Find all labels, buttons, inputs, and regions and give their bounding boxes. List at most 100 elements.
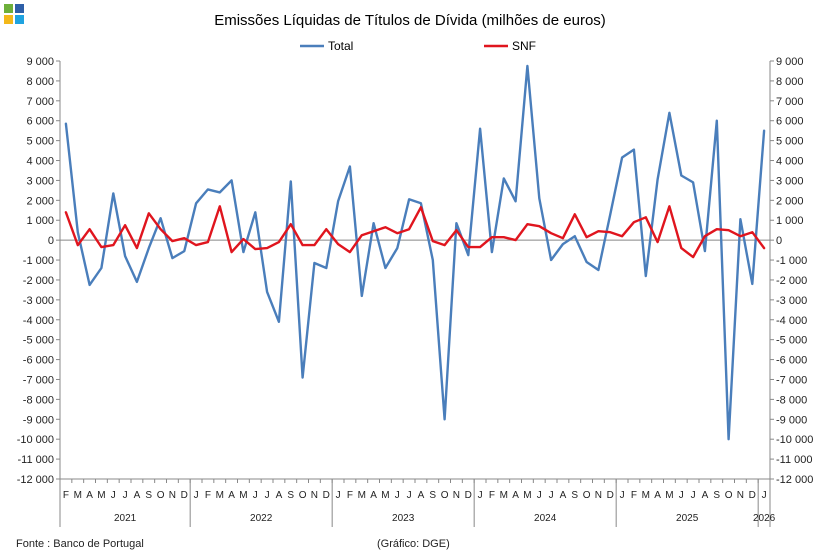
y-tick-label-right: -7 000 [776,374,807,386]
month-label: D [465,490,472,501]
month-label: J [194,490,199,501]
y-tick-label-right: 5 000 [776,136,804,148]
y-tick-label-right: -8 000 [776,394,807,406]
y-tick-label-right: -12 000 [776,474,813,486]
month-label: S [713,490,720,501]
month-label: M [97,490,105,501]
logo-square-green [4,4,13,13]
y-tick-label-right: 8 000 [776,76,804,88]
chart-title: Emissões Líquidas de Títulos de Dívida (… [214,12,606,29]
month-label: M [74,490,82,501]
month-label: J [395,490,400,501]
month-label: J [123,490,128,501]
month-label: O [441,490,449,501]
month-label: M [381,490,389,501]
y-tick-label-right: -6 000 [776,355,807,367]
y-tick-label-right: 0 [776,235,782,247]
y-tick-label-right: -5 000 [776,335,807,347]
month-label: J [478,490,483,501]
month-label: A [228,490,235,501]
month-label: F [347,490,353,501]
month-label: O [157,490,165,501]
y-tick-label-left: 2 000 [26,195,54,207]
month-label: J [620,490,625,501]
month-label: J [537,490,542,501]
legend: Total SNF [300,39,536,53]
legend-label-snf: SNF [512,39,536,53]
month-label: D [323,490,330,501]
year-label: 2024 [534,513,557,524]
y-tick-label-left: -8 000 [23,394,54,406]
y-tick-label-right: 7 000 [776,96,804,108]
y-tick-label-left: 8 000 [26,76,54,88]
month-label: N [453,490,460,501]
month-label: J [265,490,270,501]
y-tick-label-left: -9 000 [23,414,54,426]
month-label: A [512,490,519,501]
y-tick-label-left: -5 000 [23,335,54,347]
month-label: D [607,490,614,501]
axes: 9 000 9 000 8 000 8 000 7 000 7 000 6 000 6 000… [17,56,813,527]
month-label: N [595,490,602,501]
y-tick-label-left: 5 000 [26,136,54,148]
y-tick-label-right: -9 000 [776,414,807,426]
y-tick-label-left: 9 000 [26,56,54,68]
month-label: F [63,490,69,501]
month-label: A [560,490,567,501]
source-note: Fonte : Banco de Portugal [16,538,144,550]
month-label: D [181,490,188,501]
month-label: J [336,490,341,501]
month-label: N [311,490,318,501]
y-tick-label-right: 4 000 [776,156,804,168]
y-tick-label-left: 6 000 [26,116,54,128]
month-label: A [134,490,141,501]
month-label: F [205,490,211,501]
month-label: J [691,490,696,501]
y-tick-label-left: 7 000 [26,96,54,108]
year-label: 2025 [676,513,699,524]
legend-label-total: Total [328,39,353,53]
y-tick-label-left: 0 [48,235,54,247]
y-tick-label-right: -2 000 [776,275,807,287]
month-label: J [762,490,767,501]
month-label: A [654,490,661,501]
y-tick-label-left: -11 000 [18,454,55,466]
logo-square-blue [15,4,24,13]
month-label: A [276,490,283,501]
y-tick-label-right: -1 000 [776,255,807,267]
month-label: S [429,490,436,501]
y-tick-label-right: 1 000 [776,215,804,227]
month-label: S [571,490,578,501]
month-label: A [418,490,425,501]
logo [4,4,24,24]
y-tick-label-left: -1 000 [23,255,54,267]
month-label: M [239,490,247,501]
y-tick-label-left: -10 000 [17,434,54,446]
logo-square-yellow [4,15,13,24]
month-label: M [665,490,673,501]
y-tick-label-right: 6 000 [776,116,804,128]
y-tick-label-left: -4 000 [23,315,54,327]
y-tick-label-left: 4 000 [26,156,54,168]
month-label: J [407,490,412,501]
month-label: O [299,490,307,501]
month-label: F [631,490,637,501]
year-label: 2022 [250,513,273,524]
month-label: N [169,490,176,501]
y-tick-label-right: -11 000 [776,454,813,466]
year-label: 2021 [114,513,137,524]
series-group [64,64,766,441]
month-label: M [523,490,531,501]
series-line-total [64,64,766,441]
month-label: A [370,490,377,501]
y-tick-label-right: -4 000 [776,315,807,327]
month-label: O [583,490,591,501]
y-tick-label-left: -7 000 [23,374,54,386]
month-label: N [737,490,744,501]
y-tick-label-left: -12 000 [17,474,54,486]
series-line-snf [64,205,766,259]
y-tick-label-right: 9 000 [776,56,804,68]
month-label: M [500,490,508,501]
y-tick-label-right: -10 000 [776,434,813,446]
